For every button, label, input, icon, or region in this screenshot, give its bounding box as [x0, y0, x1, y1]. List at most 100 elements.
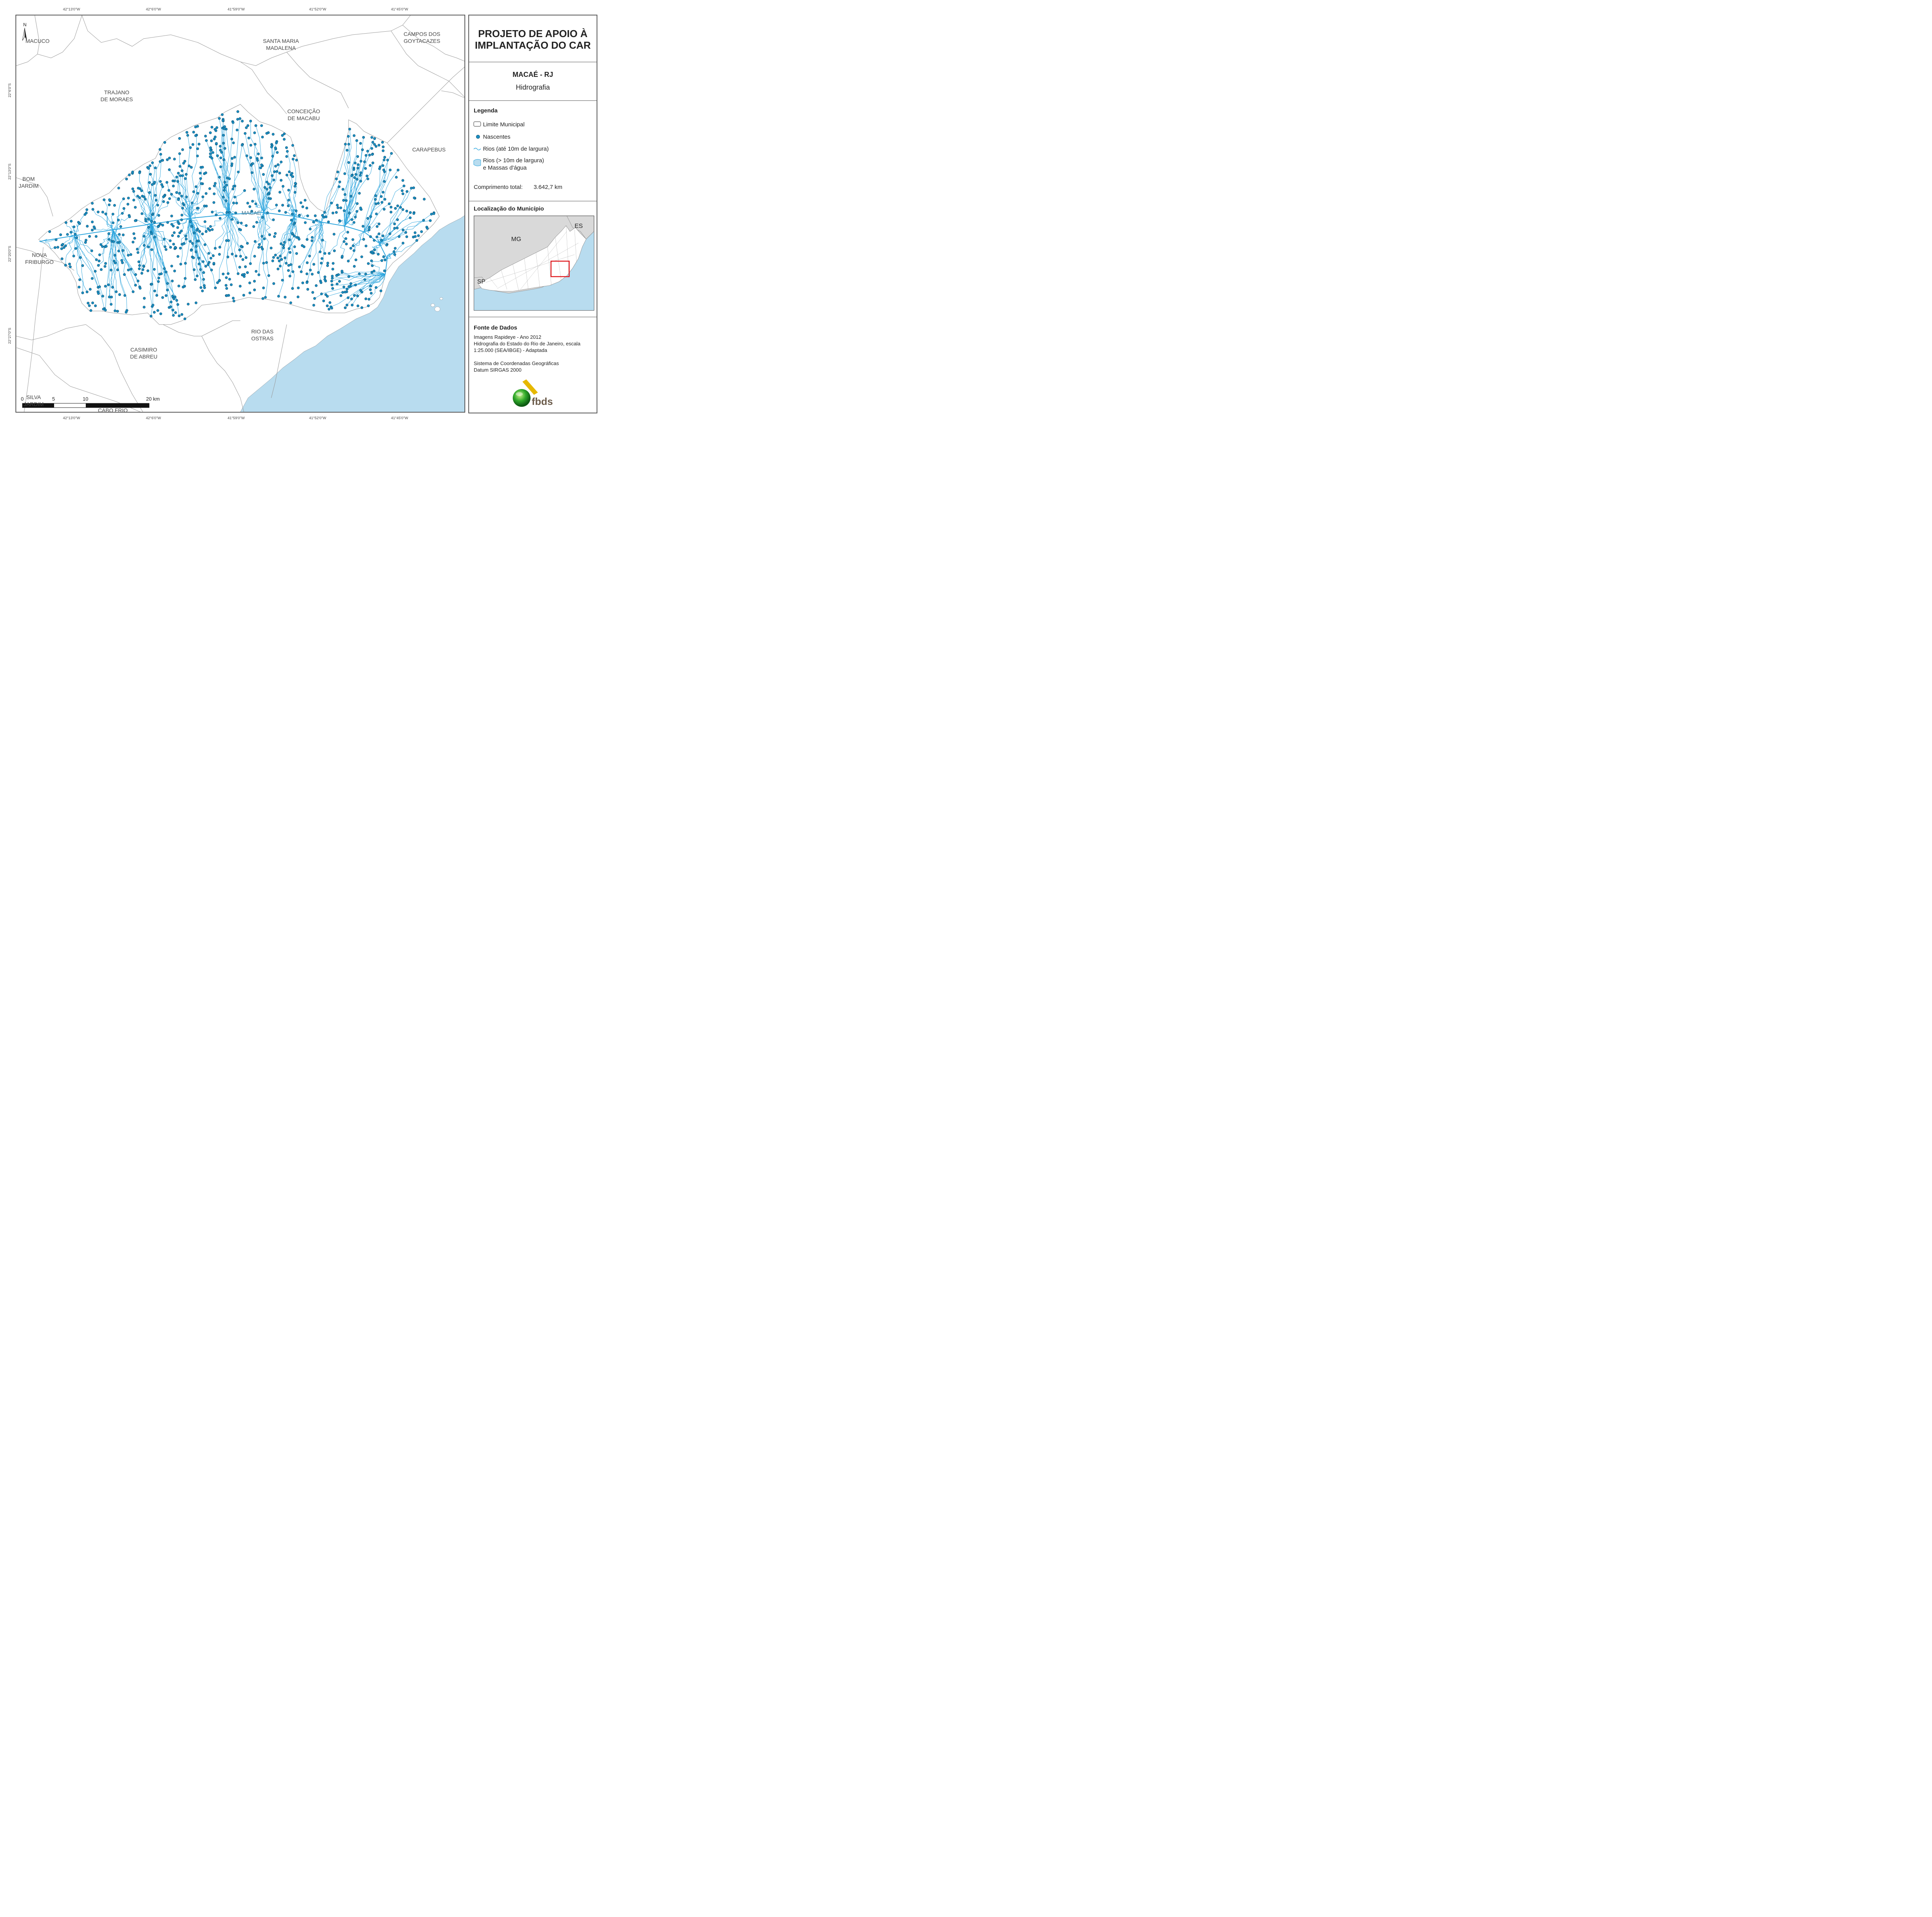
rj-state: [478, 225, 587, 292]
spring-point: [170, 265, 173, 268]
spring-point: [256, 159, 259, 162]
spring-point: [321, 214, 324, 217]
spring-point: [161, 185, 164, 188]
study-area-marker: [550, 260, 570, 277]
spring-point: [170, 193, 173, 196]
spring-point: [283, 132, 286, 135]
spring-point: [306, 288, 310, 291]
spring-point: [257, 152, 260, 155]
river-segment: [142, 213, 152, 224]
spring-point: [110, 269, 113, 272]
spring-point: [203, 284, 206, 287]
spring-point: [295, 158, 298, 161]
spring-point: [298, 214, 301, 217]
spring-point: [199, 286, 202, 289]
spring-point: [298, 238, 301, 241]
spring-point: [153, 268, 156, 271]
spring-point: [166, 221, 169, 224]
spring-point: [113, 254, 116, 257]
municipality-label-rio-das-ostras-2: OSTRAS: [251, 335, 274, 342]
spring-point: [230, 138, 233, 141]
spring-point: [373, 137, 376, 140]
spring-point: [287, 264, 290, 267]
spring-point: [267, 274, 270, 277]
water-body-symbol: [473, 159, 481, 167]
location-heading: Localização do Município: [474, 206, 544, 212]
spring-point: [325, 215, 328, 218]
spring-point: [393, 253, 396, 256]
spring-point: [372, 239, 376, 242]
spring-point: [90, 249, 93, 252]
spring-point: [108, 203, 111, 206]
spring-point: [147, 167, 150, 170]
municipality-label-macuco: MACUCO: [25, 38, 50, 44]
river-segment: [151, 224, 165, 247]
inset-label-sp: SP: [477, 279, 486, 285]
river-segment: [332, 272, 386, 279]
spring-point: [335, 274, 338, 277]
spring-point: [231, 121, 235, 124]
spring-point: [218, 246, 221, 249]
spring-point: [253, 280, 256, 283]
spring-point: [194, 125, 197, 128]
spring-point: [201, 233, 204, 236]
spring-point: [157, 280, 160, 283]
river-segment: [190, 218, 208, 229]
spring-point: [305, 281, 308, 284]
spring-point: [253, 288, 256, 291]
spring-point: [345, 304, 349, 307]
spring-point: [219, 165, 222, 168]
river-segment: [189, 218, 199, 241]
spring-point: [292, 158, 295, 161]
spring-point: [190, 201, 194, 204]
spring-point: [306, 261, 309, 264]
river-segment: [206, 140, 229, 215]
spring-point: [153, 311, 156, 314]
spring-point: [177, 172, 180, 175]
spring-point: [305, 206, 308, 209]
spring-point: [378, 223, 381, 226]
spring-point: [364, 167, 367, 170]
spring-point: [153, 236, 156, 239]
spring-point: [389, 168, 392, 172]
municipality-label-trajano-1: TRAJANO: [104, 89, 129, 95]
river-segment: [190, 218, 210, 231]
fbds-logo-text: fbds: [532, 396, 553, 407]
spring-point: [362, 225, 365, 228]
spring-point: [101, 295, 104, 298]
spring-point: [352, 134, 355, 137]
spring-point: [347, 143, 350, 146]
river-segment: [190, 197, 204, 219]
spring-point: [197, 240, 200, 243]
spring-point: [199, 172, 202, 175]
spring-point: [196, 192, 199, 195]
spring-point: [101, 211, 104, 214]
spring-point: [54, 246, 57, 249]
spring-point: [151, 183, 154, 186]
spring-point: [364, 245, 367, 248]
spring-point: [294, 209, 298, 212]
spring-point: [288, 238, 291, 241]
spring-point: [312, 304, 315, 307]
spring-point: [401, 208, 405, 211]
spring-point: [368, 153, 371, 156]
spring-point: [372, 270, 376, 273]
spring-point: [396, 218, 399, 221]
spring-point: [222, 195, 225, 199]
source-line-3: 1:25.000 (SEA/IBGE) - Adaptada: [474, 347, 548, 353]
spring-point: [131, 187, 134, 190]
spring-point: [389, 206, 393, 209]
spring-point: [104, 285, 107, 288]
spring-point: [102, 198, 105, 201]
spring-point: [368, 226, 371, 229]
river-segment: [151, 224, 168, 284]
spring-point: [306, 214, 309, 218]
river-segment: [387, 243, 403, 259]
spring-point: [250, 171, 253, 174]
spring-point: [64, 244, 67, 247]
municipality-label-santa-maria-2: MADALENA: [266, 45, 296, 51]
spring-point: [64, 264, 67, 267]
river-segment: [287, 175, 295, 217]
spring-point: [132, 199, 135, 202]
spring-point: [398, 235, 401, 238]
